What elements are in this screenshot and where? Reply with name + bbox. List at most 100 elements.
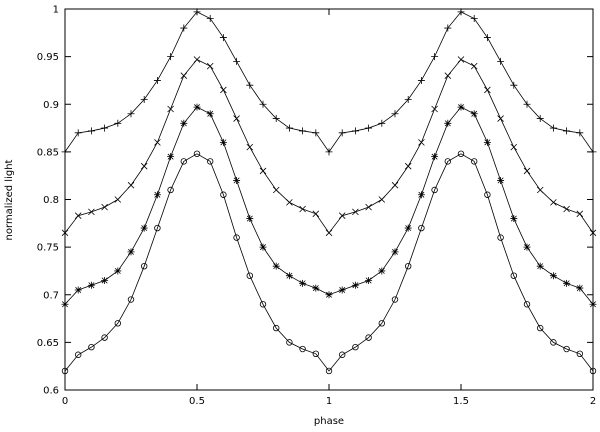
data-point [576,129,584,137]
y-tick-label: 0.75 [37,243,59,254]
data-point [365,334,372,341]
data-point [483,34,491,42]
y-tick-label: 0.95 [37,52,59,63]
y-axis-label: normalized light [4,159,15,240]
data-point [457,103,465,111]
data-point [523,167,531,175]
data-point [589,229,597,237]
data-point [378,267,386,275]
data-point [378,320,385,327]
data-point [483,138,491,146]
data-point [140,262,148,270]
data-point [180,119,188,127]
data-point [563,127,571,135]
data-point [405,262,412,270]
data-point [471,158,478,165]
data-point [114,320,121,327]
data-point [101,276,109,284]
data-point [299,205,306,213]
data-point [272,186,280,194]
data-point [563,205,570,213]
data-point [312,350,319,358]
data-point [114,196,122,203]
y-tick-label: 1 [53,5,59,16]
data-point [417,76,425,84]
data-point [589,367,597,375]
data-point [101,334,108,341]
data-point [74,129,82,137]
data-point [365,203,372,211]
data-point [536,262,544,270]
data-point [233,57,241,65]
data-point [391,296,399,303]
data-point [246,81,254,89]
data-point [497,115,504,122]
data-point [88,343,95,351]
data-point [87,127,95,135]
data-point [259,167,267,175]
data-point [312,210,320,218]
data-point [484,86,491,94]
data-point [127,296,135,303]
y-tick-label: 0.85 [37,147,59,158]
x-axis-label: phase [314,416,344,427]
data-point [457,150,465,157]
data-point [101,124,109,132]
data-point [193,56,201,63]
data-point [233,234,240,241]
data-point [299,279,307,287]
x-tick-label: 1.5 [453,396,469,407]
data-point [180,72,188,79]
data-point [246,215,254,223]
y-tick-label: 0.9 [43,100,59,111]
data-point [457,56,465,63]
data-point [285,272,293,280]
data-point [114,267,122,275]
data-point [180,24,188,32]
data-point [114,119,122,127]
y-tick-label: 0.6 [43,386,59,397]
data-point [549,124,557,132]
data-point [338,212,346,219]
data-point [563,345,570,353]
data-point [418,139,425,146]
data-point [536,115,544,123]
data-point [418,224,425,232]
data-point [74,351,82,358]
data-point [431,186,438,194]
data-point [246,272,253,279]
data-point [180,158,187,165]
data-point [312,284,320,292]
data-point [87,281,95,289]
data-point [127,110,135,118]
data-point [167,53,175,61]
x-tick-label: 0.5 [189,396,205,407]
data-point [61,148,69,156]
data-point [338,286,346,294]
data-point [206,110,214,118]
data-point [153,76,161,84]
data-point [537,324,544,332]
data-point [74,212,82,219]
model-line [64,153,594,372]
data-point [352,208,359,216]
data-point [167,153,175,161]
data-point [351,281,359,289]
data-point [259,100,267,108]
data-point [312,129,320,137]
data-point [576,350,583,358]
data-point [351,127,359,135]
data-point [325,367,333,375]
data-point [140,162,148,170]
data-point [154,139,161,146]
data-point [549,272,557,280]
data-point [219,138,227,146]
data-point [497,57,505,65]
data-point [219,34,227,42]
data-point [206,62,214,70]
data-point [153,191,161,199]
data-point [391,110,399,118]
data-point [233,176,241,184]
data-point [325,291,333,299]
